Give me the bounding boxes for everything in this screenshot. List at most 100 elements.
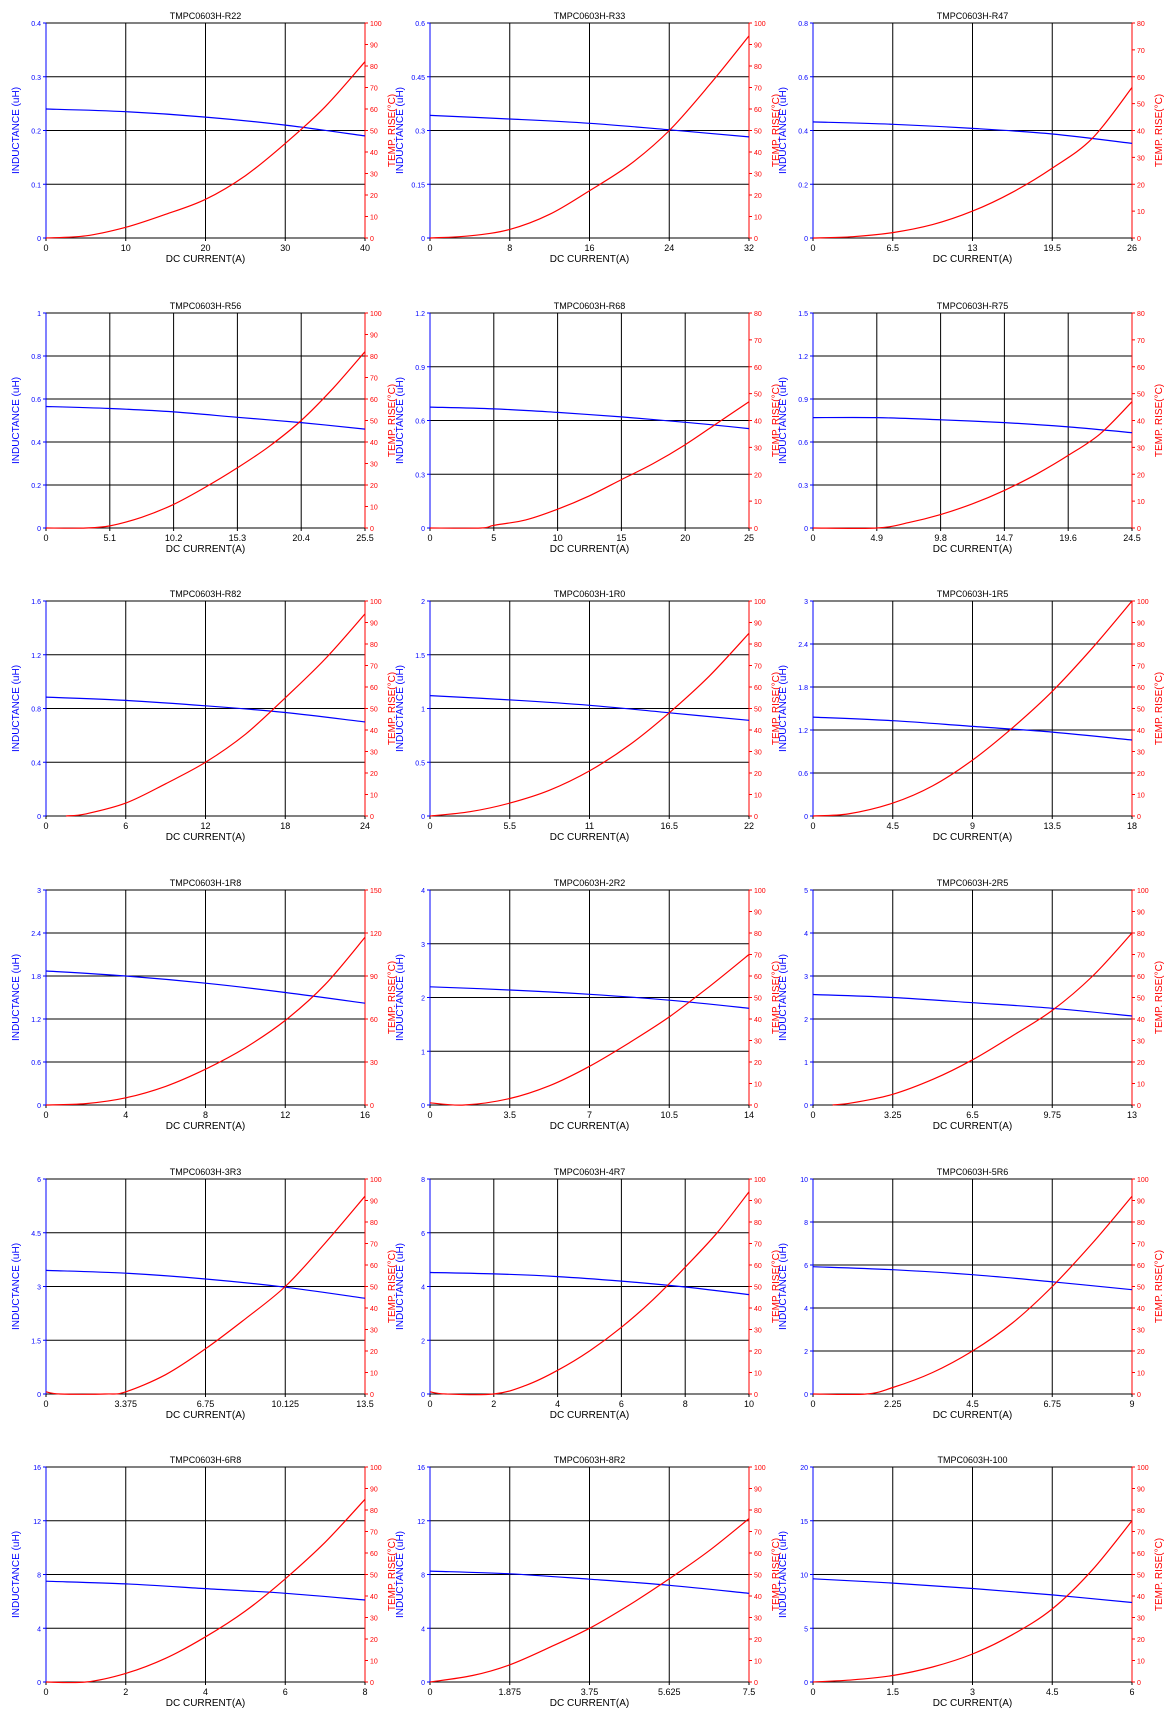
y-tick-label: 0 [37,1680,41,1687]
y2-tick-label: 40 [754,1306,762,1313]
y-tick-label: 0.2 [31,129,41,136]
y2-tick-label: 40 [754,1594,762,1601]
y-tick-label: 0.5 [415,760,425,767]
y2-tick-label: 60 [370,1017,378,1024]
x-tick-label: 6.75 [197,1399,215,1409]
y2-tick-label: 70 [754,664,762,671]
y2-tick-label: 100 [370,1177,382,1184]
temperature-rise-curve [812,600,1133,817]
x-tick-label: 0 [427,821,432,831]
y2-tick-label: 10 [370,215,378,222]
y-tick-label: 8 [421,1177,425,1184]
y2-tick-label: 70 [1137,664,1145,671]
y2-tick-label: 40 [1137,728,1145,735]
x-tick-label: 2 [491,1399,496,1409]
x-tick-label: 5.1 [104,533,117,543]
y-tick-label: 0.6 [415,419,425,426]
y-axis-label: INDUCTANCE (uH) [11,665,22,752]
y2-axis-label: TEMP. RISE(°C) [771,1538,782,1611]
x-tick-label: 13 [967,243,977,253]
x-axis-label: DC CURRENT(A) [550,1698,629,1709]
y-tick-label: 20 [800,1465,808,1472]
y2-axis-label: TEMP. RISE(°C) [387,1250,398,1323]
y-tick-label: 1.2 [31,1017,41,1024]
y-tick-label: 16 [417,1465,425,1472]
y2-tick-label: 40 [370,150,378,157]
x-axis-label: DC CURRENT(A) [166,1121,245,1132]
chart-panel: 0 4.9 9.8 14.7 19.6 24.500.30.60.91.21.501020… [778,301,1165,555]
x-tick-label: 8 [683,1399,688,1409]
inductance-curve [812,1578,1133,1604]
y2-tick-label: 80 [1137,311,1145,318]
x-tick-label: 8 [507,243,512,253]
y2-tick-label: 0 [754,1103,758,1110]
y-axis-label: INDUCTANCE (uH) [778,1243,789,1330]
y-tick-label: 0.2 [31,483,41,490]
y2-tick-label: 10 [1137,793,1145,800]
y2-tick-label: 50 [370,129,378,136]
y2-tick-label: 30 [754,445,762,452]
y2-tick-label: 30 [1137,1328,1145,1335]
x-tick-label: 3.25 [884,1110,902,1120]
y-tick-label: 3 [37,888,41,895]
x-tick-label: 4 [123,1110,128,1120]
y-tick-label: 16 [33,1465,41,1472]
y-tick-label: 2 [421,996,425,1003]
inductance-curve [812,416,1133,434]
y2-tick-label: 20 [754,1060,762,1067]
y2-tick-label: 100 [754,1465,766,1472]
y-tick-label: 0 [804,526,808,533]
x-tick-label: 0 [427,243,432,253]
y2-tick-label: 90 [1137,1199,1145,1206]
y2-tick-label: 80 [754,1220,762,1227]
y2-tick-label: 30 [754,1328,762,1335]
y-tick-label: 8 [37,1573,41,1580]
y-tick-label: 1.5 [798,311,808,318]
x-tick-label: 12 [200,821,210,831]
y2-tick-label: 50 [1137,392,1145,399]
y2-tick-label: 70 [370,1530,378,1537]
x-tick-label: 0 [43,1110,48,1120]
y2-tick-label: 20 [1137,771,1145,778]
y2-tick-label: 80 [370,354,378,361]
y2-tick-label: 40 [754,150,762,157]
chart-title: TMPC0603H-1R5 [937,589,1009,599]
y2-tick-label: 80 [1137,1220,1145,1227]
x-tick-label: 9.8 [934,533,947,543]
y-axis-label: INDUCTANCE (uH) [11,1531,22,1618]
chart-panel: 0 6.5 13 19.5 2600.20.40.60.8010203040506070… [778,11,1165,265]
y-tick-label: 0.6 [415,21,425,28]
y2-tick-label: 100 [1137,888,1149,895]
y2-tick-label: 0 [370,814,374,821]
y-tick-label: 0 [421,236,425,243]
y2-tick-label: 30 [1137,445,1145,452]
chart-title: TMPC0603H-6R8 [170,1455,242,1465]
x-axis-label: DC CURRENT(A) [166,1410,245,1421]
y2-axis-label: TEMP. RISE(°C) [1154,1538,1165,1611]
y-tick-label: 0.6 [798,771,808,778]
y2-tick-label: 30 [1137,750,1145,757]
x-tick-label: 7.5 [743,1687,756,1697]
y2-tick-label: 100 [1137,599,1149,606]
x-tick-label: 1.5 [886,1687,899,1697]
y-tick-label: 10 [800,1177,808,1184]
y2-axis-label: TEMP. RISE(°C) [387,1538,398,1611]
chart-title: TMPC0603H-2R5 [937,878,1009,888]
chart-panel: 0 4 8 12 1600.61.21.82.430306090120150TMPC06… [11,878,398,1132]
y-tick-label: 15 [800,1519,808,1526]
y2-tick-label: 10 [754,793,762,800]
y2-tick-label: 100 [370,311,382,318]
y2-tick-label: 80 [370,64,378,71]
y2-axis-label: TEMP. RISE(°C) [771,384,782,457]
y2-tick-label: 60 [370,1263,378,1270]
temperature-rise-curve [45,351,366,529]
x-tick-label: 0 [43,243,48,253]
chart-panel: 0 3.5 7 10.5 14012340102030405060708090100TM… [395,878,782,1132]
chart-panel: 0 1.5 3 4.5 6051015200102030405060708090100T… [778,1455,1165,1709]
temperature-rise-curve [812,87,1133,239]
x-tick-label: 18 [1127,821,1137,831]
x-tick-label: 0 [810,1399,815,1409]
y-tick-label: 0 [421,1680,425,1687]
y-tick-label: 0.2 [798,182,808,189]
inductance-curve [812,1266,1133,1291]
